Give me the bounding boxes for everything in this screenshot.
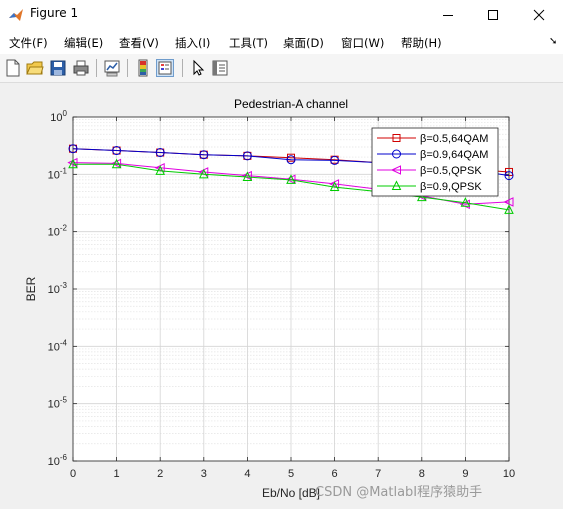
data-point — [242, 171, 253, 181]
legend-marker — [391, 180, 402, 190]
open-folder-icon[interactable] — [26, 59, 44, 77]
watermark: CSDN @MatlabI程序猿助手 — [315, 485, 482, 500]
legend-entry: β=0.5,64QAM — [420, 133, 488, 145]
save-icon[interactable] — [49, 59, 67, 77]
series-line — [73, 163, 510, 211]
y-tick-label: 10-5 — [48, 396, 68, 411]
chart-title: Pedestrian-A channel — [234, 97, 348, 111]
data-point — [68, 144, 78, 154]
menu-view[interactable]: 查看(V) — [119, 36, 159, 50]
legend-marker — [390, 165, 401, 175]
data-point — [503, 197, 514, 207]
x-tick-label: 6 — [332, 468, 338, 480]
legend-icon[interactable] — [156, 59, 174, 77]
menu-window[interactable]: 窗口(W) — [341, 36, 385, 50]
axis-ticks — [72, 116, 510, 462]
legend-marker — [392, 149, 401, 159]
legend-marker — [392, 134, 401, 142]
y-tick-label: 10-6 — [48, 453, 68, 468]
matlab-icon — [9, 9, 23, 21]
y-axis-label: BER — [24, 276, 38, 301]
data-point — [286, 174, 296, 184]
new-file-icon[interactable] — [4, 59, 22, 77]
plot-svg[interactable]: 0 1 2 3 4 5 6 7 8 9 10 100 10-1 10-2 10-3 10-4 10-5 10-6… — [2, 84, 561, 507]
x-tick-label: 1 — [114, 468, 120, 480]
close-button[interactable] — [516, 0, 562, 30]
data-point — [286, 155, 296, 165]
data-point — [111, 158, 122, 169]
maximize-button[interactable] — [470, 0, 516, 30]
menu-help[interactable]: 帮助(H) — [401, 36, 442, 50]
minor-grid — [73, 119, 509, 445]
x-tick-label: 5 — [288, 468, 294, 480]
toolbar-separator — [182, 59, 183, 77]
data-point — [460, 197, 471, 207]
data-point — [155, 165, 166, 175]
property-inspector-icon[interactable] — [211, 59, 229, 77]
link-plot-icon[interactable] — [103, 59, 121, 77]
y-tick-label: 10-1 — [48, 166, 68, 181]
series-layer — [67, 144, 514, 214]
x-tick-labels: 0 1 2 3 4 5 6 7 8 9 10 — [70, 468, 515, 480]
menu-dock-arrow-icon[interactable]: ➘ — [549, 36, 558, 47]
menu-edit[interactable]: 编辑(E) — [64, 36, 104, 50]
x-tick-label: 8 — [419, 468, 425, 480]
data-point — [329, 181, 340, 192]
print-icon[interactable] — [72, 59, 90, 77]
figure-canvas[interactable]: 0 1 2 3 4 5 6 7 8 9 10 100 10-1 10-2 10-3 10-4 10-5 10-6… — [2, 84, 561, 507]
y-tick-label: 100 — [50, 109, 67, 124]
pointer-icon[interactable] — [189, 59, 207, 77]
x-tick-label: 3 — [201, 468, 207, 480]
data-point — [242, 151, 252, 161]
menu-file[interactable]: 文件(F) — [9, 36, 48, 50]
x-tick-label: 9 — [462, 468, 468, 480]
legend-entry: β=0.9,64QAM — [420, 149, 488, 161]
legend[interactable]: β=0.5,64QAM β=0.9,64QAM β=0.5,QPSK β=0.9,QP… — [371, 127, 499, 197]
data-point — [416, 191, 427, 202]
y-tick-label: 10-2 — [48, 224, 68, 239]
legend-entry: β=0.5,QPSK — [420, 165, 482, 177]
data-point — [285, 174, 296, 185]
menu-bar: 文件(F) 编辑(E) 查看(V) 插入(I) 工具(T) 桌面(D) 窗口(W… — [0, 30, 563, 54]
y-tick-label: 10-3 — [48, 281, 68, 296]
x-tick-label: 7 — [375, 468, 381, 480]
x-axis-label: Eb/No [dB] — [262, 486, 320, 500]
minimize-button[interactable] — [425, 0, 471, 30]
x-tick-label: 2 — [157, 468, 163, 480]
data-point — [199, 150, 209, 160]
colorbar-icon[interactable] — [134, 59, 152, 77]
toolbar — [0, 54, 563, 83]
x-tick-label: 4 — [244, 468, 250, 480]
data-point — [155, 148, 165, 158]
title-bar: Figure 1 — [0, 0, 563, 30]
data-point — [504, 204, 514, 214]
x-tick-label: 10 — [503, 468, 515, 480]
toolbar-separator — [127, 59, 128, 77]
window-title: Figure 1 — [30, 6, 79, 20]
toolbar-separator — [96, 59, 97, 77]
y-tick-label: 10-4 — [48, 338, 68, 353]
menu-insert[interactable]: 插入(I) — [175, 36, 211, 50]
legend-entry: β=0.9,QPSK — [420, 181, 482, 193]
minimize-icon — [443, 15, 453, 16]
data-point — [112, 146, 122, 156]
data-point — [198, 168, 209, 179]
menu-tools[interactable]: 工具(T) — [229, 36, 268, 50]
data-point — [110, 158, 122, 169]
x-tick-label: 0 — [70, 468, 76, 480]
data-point — [504, 171, 514, 181]
data-point — [330, 155, 340, 165]
menu-desktop[interactable]: 桌面(D) — [283, 36, 324, 50]
data-point — [68, 158, 78, 169]
maximize-icon — [488, 10, 498, 20]
close-icon — [533, 9, 545, 21]
y-tick-labels: 100 10-1 10-2 10-3 10-4 10-5 10-6 — [48, 109, 68, 468]
